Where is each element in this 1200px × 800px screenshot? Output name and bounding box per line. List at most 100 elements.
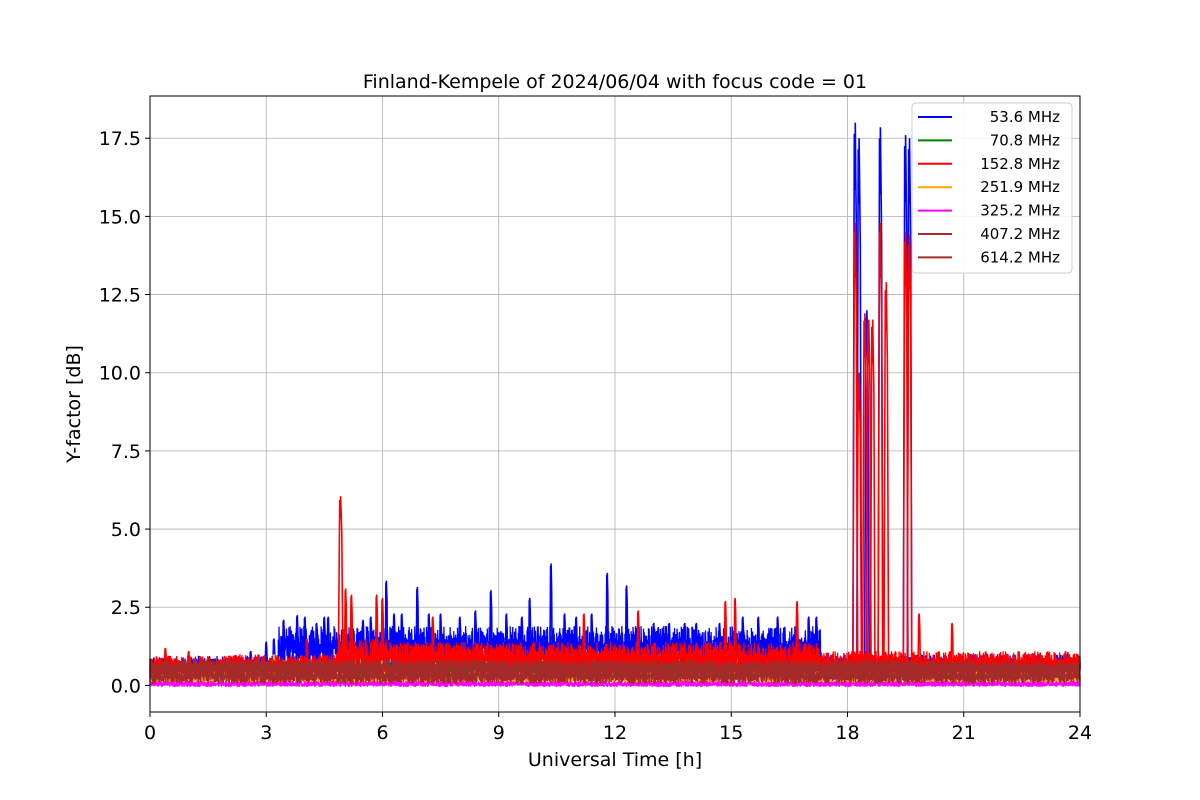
legend-item: 614.2 MHz: [918, 248, 1060, 266]
series-spike: [902, 231, 909, 677]
legend-label: 325.2 MHz: [980, 202, 1060, 220]
series-spike: [883, 282, 890, 677]
series-spike: [740, 616, 745, 669]
x-tick-label: 0: [144, 722, 156, 744]
legend-label: 407.2 MHz: [980, 225, 1060, 243]
series-spike: [337, 496, 344, 677]
series-spike: [520, 616, 524, 669]
series-spike: [884, 658, 889, 677]
x-axis: 0 3 6 9 12 15 18 21 24: [144, 712, 1092, 744]
x-axis-label: Universal Time [h]: [528, 749, 702, 771]
series-spike: [349, 594, 354, 677]
legend-label: 152.8 MHz: [980, 155, 1060, 173]
series-spike: [361, 619, 366, 669]
series-spike: [186, 650, 191, 680]
legend: 53.6 MHz 70.8 MHz 152.8 MHz 251.9 MHz 325.2 …: [911, 102, 1073, 274]
series-line: [149, 668, 1081, 684]
series-spike: [877, 127, 884, 673]
series-spike: [305, 638, 309, 677]
series-spike: [380, 597, 385, 677]
x-tick-label: 15: [719, 722, 743, 744]
series-spike: [795, 600, 800, 675]
series-spike: [756, 616, 761, 669]
series-spike: [374, 594, 379, 677]
series-spike: [527, 597, 532, 669]
legend-item: 152.8 MHz: [918, 155, 1060, 173]
series-line: [149, 658, 1081, 677]
series-614-2-mhz: [149, 668, 1081, 684]
series-spike: [717, 622, 722, 669]
series-spike: [384, 580, 389, 669]
series-spike: [694, 622, 699, 669]
x-tick-label: 21: [952, 722, 976, 744]
series-spike: [438, 613, 443, 669]
series-spike: [272, 638, 276, 675]
series-spike: [636, 610, 641, 675]
legend-item: 53.6 MHz: [918, 108, 1060, 126]
series-spike: [314, 622, 319, 669]
series-spike: [869, 319, 876, 677]
y-tick-label: 12.5: [99, 285, 141, 307]
x-tick-label: 12: [603, 722, 627, 744]
series-spike: [852, 122, 859, 673]
series-spike: [589, 613, 594, 669]
series-spike: [667, 622, 672, 669]
series-spike: [906, 138, 913, 673]
series-spike: [303, 616, 307, 669]
series-spike: [651, 622, 656, 669]
series-spike: [906, 235, 913, 677]
series-spike: [458, 616, 462, 669]
y-tick-label: 10.0: [99, 363, 141, 385]
y-tick-label: 17.5: [99, 128, 141, 150]
series-spike: [415, 586, 420, 669]
series-spike: [814, 616, 819, 669]
x-tick-label: 3: [260, 722, 272, 744]
series-spike: [281, 619, 286, 669]
x-tick-label: 24: [1068, 722, 1092, 744]
series-spike: [489, 590, 493, 669]
legend-item: 70.8 MHz: [918, 131, 1060, 149]
series-152-8-mhz: [149, 222, 1081, 680]
series-spike: [504, 613, 509, 669]
series-spike: [473, 610, 478, 669]
series-spike: [322, 616, 327, 669]
series-spike: [806, 616, 811, 669]
series-spike: [399, 613, 404, 669]
series-spike: [861, 313, 869, 677]
series-spike: [264, 641, 269, 675]
y-tick-label: 7.5: [111, 441, 141, 463]
series-spike: [549, 563, 553, 669]
series-spike: [856, 138, 863, 673]
series-spike: [343, 588, 348, 677]
x-tick-label: 9: [493, 722, 505, 744]
y-tick-label: 5.0: [111, 519, 141, 541]
legend-label: 251.9 MHz: [980, 178, 1060, 196]
series-spike: [427, 613, 431, 669]
series-spike: [624, 585, 629, 669]
legend-item: 407.2 MHz: [918, 225, 1060, 243]
y-tick-label: 15.0: [99, 206, 141, 228]
series-spike: [950, 622, 955, 677]
y-axis-label: Y-factor [dB]: [63, 345, 85, 464]
series-spike: [856, 372, 863, 677]
legend-label: 70.8 MHz: [990, 131, 1060, 149]
y-tick-label: 0.0: [111, 675, 141, 697]
series-spike: [582, 613, 586, 675]
series-spike: [723, 600, 728, 675]
series-spike: [865, 319, 872, 677]
series-spike: [295, 615, 300, 669]
series-spike: [682, 622, 687, 669]
series-spike: [605, 572, 610, 669]
series-spike: [902, 135, 909, 673]
series-spike: [163, 647, 168, 680]
series-spike: [877, 222, 884, 677]
series-spike: [733, 597, 738, 675]
series-spike: [392, 613, 397, 669]
y-axis: 0.0 2.5 5.0 7.5 10.0 12.5 15.0 17.5: [99, 128, 150, 697]
series-spike: [562, 613, 567, 669]
legend-label: 53.6 MHz: [990, 108, 1060, 126]
series-spike: [775, 616, 780, 669]
legend-item: 251.9 MHz: [918, 178, 1060, 196]
legend-box: [911, 102, 1073, 274]
